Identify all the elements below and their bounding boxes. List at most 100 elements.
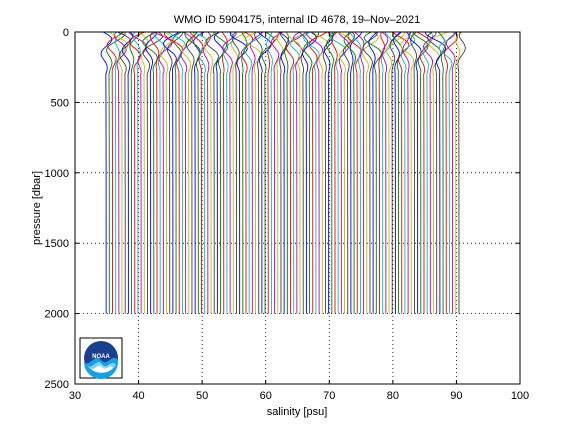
profile-line	[221, 31, 228, 314]
y-tick-label: 1500	[45, 238, 69, 250]
profile-line	[278, 31, 290, 314]
profile-line	[100, 31, 113, 314]
profile-line	[422, 31, 434, 314]
profile-line	[106, 31, 125, 314]
profile-line	[205, 31, 220, 314]
profile-line	[214, 31, 229, 314]
profile-line	[337, 31, 352, 314]
profile-line	[298, 31, 309, 314]
y-tick-label: 2000	[45, 309, 69, 321]
noaa-logo: NOAA	[79, 337, 123, 379]
profile-line	[438, 31, 446, 314]
y-axis-label: pressure [dbar]	[31, 171, 43, 245]
y-tick-labels: 0 500 1000 1500 2000 2500	[45, 27, 69, 391]
profile-line	[378, 31, 386, 314]
profile-line	[337, 31, 350, 314]
profile-line	[222, 31, 237, 314]
profile-line	[266, 31, 273, 314]
profile-line	[132, 31, 141, 314]
profile-line	[109, 31, 129, 314]
profile-line	[392, 31, 402, 314]
profile-line	[149, 31, 160, 314]
x-axis-label: salinity [psu]	[267, 406, 328, 418]
profile-line	[230, 31, 247, 314]
x-tick-label: 40	[132, 390, 144, 402]
profile-line	[422, 31, 437, 314]
profile-line	[181, 31, 196, 314]
y-tick-label: 2500	[45, 379, 69, 391]
profile-line	[145, 31, 158, 314]
profile-line	[309, 31, 328, 314]
profile-line	[400, 31, 416, 314]
x-tick-label: 80	[387, 390, 399, 402]
profile-line	[243, 31, 263, 314]
profile-line	[203, 31, 212, 314]
profile-line	[142, 31, 158, 314]
profile-line	[254, 31, 263, 314]
profile-line	[121, 31, 134, 314]
profile-line	[129, 31, 143, 314]
profile-line	[267, 31, 279, 314]
axis-ticks	[74, 31, 521, 385]
profile-line	[402, 31, 410, 314]
profile-line	[113, 31, 127, 314]
profile-line	[231, 31, 240, 314]
profile-line	[106, 31, 126, 314]
profile-line	[241, 31, 248, 314]
profile-line	[427, 31, 442, 314]
profile-line	[193, 31, 205, 314]
profile-line	[443, 31, 459, 314]
profile-line	[303, 31, 319, 314]
profile-line	[362, 31, 378, 314]
svg-text:NOAA: NOAA	[92, 354, 110, 360]
profile-line	[138, 31, 149, 314]
profile-line	[322, 31, 334, 314]
chart-title: WMO ID 5904175, internal ID 4678, 19–Nov…	[174, 14, 420, 26]
profile-line	[323, 31, 334, 314]
profile-line	[392, 31, 403, 314]
y-tick-label: 1000	[45, 168, 69, 180]
profile-line	[386, 31, 405, 314]
profile-line	[271, 31, 283, 314]
x-tick-label: 50	[196, 390, 208, 402]
profile-line	[292, 31, 304, 314]
profile-line	[279, 31, 288, 314]
profile-line	[349, 31, 363, 314]
profile-line	[303, 31, 320, 314]
profile-line	[128, 31, 148, 314]
profile-line	[285, 31, 302, 314]
profile-line	[368, 31, 378, 314]
profile-line	[312, 31, 329, 314]
profile-line	[153, 31, 173, 314]
profile-line	[380, 31, 393, 314]
profile-line	[347, 31, 362, 314]
profile-line	[329, 31, 347, 314]
profile-line	[410, 31, 417, 314]
profile-line	[203, 31, 215, 314]
profile-line	[117, 31, 132, 314]
profile-line	[445, 31, 458, 314]
profile-line	[184, 31, 201, 314]
profile-line	[362, 31, 379, 314]
x-tick-label: 60	[260, 390, 272, 402]
profile-series	[100, 31, 466, 314]
plot-area	[75, 32, 520, 384]
profile-line	[172, 31, 182, 314]
profile-line	[114, 31, 123, 314]
profile-line	[416, 31, 430, 314]
profile-line	[343, 31, 357, 314]
profile-line	[142, 31, 163, 314]
profile-line	[180, 31, 194, 314]
x-tick-label: 100	[511, 390, 529, 402]
profile-line	[249, 31, 264, 314]
profile-line	[167, 31, 186, 314]
profile-line	[213, 31, 224, 314]
profile-line	[244, 31, 262, 314]
profile-line	[276, 31, 284, 314]
profile-line	[261, 31, 275, 314]
profile-line	[152, 31, 165, 314]
profile-line	[438, 31, 455, 314]
y-tick-label: 0	[63, 27, 69, 39]
profile-line	[331, 31, 338, 314]
